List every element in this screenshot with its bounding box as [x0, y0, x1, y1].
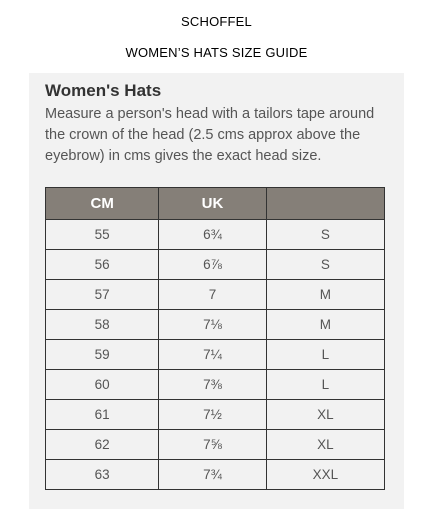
cell-uk: 6¾: [158, 219, 267, 250]
cell-uk: 7: [158, 279, 267, 310]
cell-size: XXL: [265, 459, 386, 490]
cell-cm: 61: [44, 399, 160, 430]
size-table: CM UK 55 6¾ S 56 6⅞ S 57 7 M 58: [44, 187, 386, 490]
table-row: 61 7½ XL: [44, 399, 386, 430]
cell-uk: 7⅛: [158, 309, 267, 340]
cell-cm: 58: [44, 309, 160, 340]
measure-instructions: Measure a person's head with a tailors t…: [45, 106, 375, 164]
table-row: 55 6¾ S: [44, 219, 386, 250]
cell-cm: 62: [44, 429, 160, 460]
header-cm: CM: [44, 187, 160, 220]
size-guide-panel: Women's Hats Measure a person's head wit…: [29, 73, 404, 509]
panel-heading: Women's Hats: [45, 81, 162, 100]
table-row: 58 7⅛ M: [44, 309, 386, 340]
cell-size: S: [265, 249, 386, 280]
cell-cm: 63: [44, 459, 160, 490]
table-row: 57 7 M: [44, 279, 386, 310]
cell-size: XL: [265, 399, 386, 430]
table-header-row: CM UK: [44, 187, 386, 220]
brand-name: SCHOFFEL: [181, 14, 252, 29]
cell-cm: 55: [44, 219, 160, 250]
cell-cm: 60: [44, 369, 160, 400]
cell-cm: 57: [44, 279, 160, 310]
cell-cm: 59: [44, 339, 160, 370]
cell-cm: 56: [44, 249, 160, 280]
cell-size: L: [265, 339, 386, 370]
header-size: [265, 187, 386, 220]
cell-size: XL: [265, 429, 386, 460]
header-uk: UK: [158, 187, 267, 220]
cell-size: L: [265, 369, 386, 400]
cell-uk: 7¾: [158, 459, 267, 490]
table-row: 62 7⅝ XL: [44, 429, 386, 460]
cell-uk: 7⅝: [158, 429, 267, 460]
table-row: 59 7¼ L: [44, 339, 386, 370]
page-title: WOMEN’S HATS SIZE GUIDE: [125, 45, 308, 60]
table-row: 56 6⅞ S: [44, 249, 386, 280]
cell-uk: 7¼: [158, 339, 267, 370]
cell-size: M: [265, 309, 386, 340]
cell-uk: 7½: [158, 399, 267, 430]
cell-uk: 7⅜: [158, 369, 267, 400]
cell-size: S: [265, 219, 386, 250]
cell-uk: 6⅞: [158, 249, 267, 280]
table-row: 63 7¾ XXL: [44, 459, 386, 490]
cell-size: M: [265, 279, 386, 310]
table-row: 60 7⅜ L: [44, 369, 386, 400]
